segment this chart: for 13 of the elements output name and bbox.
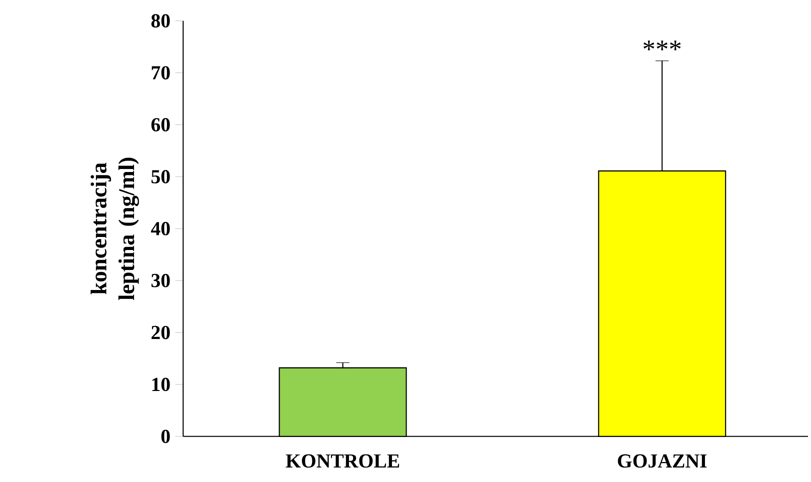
y-tick-label: 30: [151, 274, 170, 288]
annotation: ***: [644, 40, 681, 50]
y-tick-label: 40: [150, 222, 170, 236]
y-tick-label: 50: [152, 170, 170, 184]
y-tick-label: 80: [151, 14, 170, 28]
y-tick-label: 70: [152, 66, 170, 80]
x-tick-label: KONTROLE: [286, 454, 400, 468]
x-tick-label: GOJAZNI: [618, 454, 707, 468]
y-tick-label: 20: [152, 326, 170, 340]
y-tick-label: 10: [152, 378, 170, 392]
y-tick-label: 0: [161, 430, 170, 444]
y-axis-title: koncentracija leptina (ng/ml): [90, 158, 139, 300]
y-tick-label: 60: [151, 118, 170, 132]
